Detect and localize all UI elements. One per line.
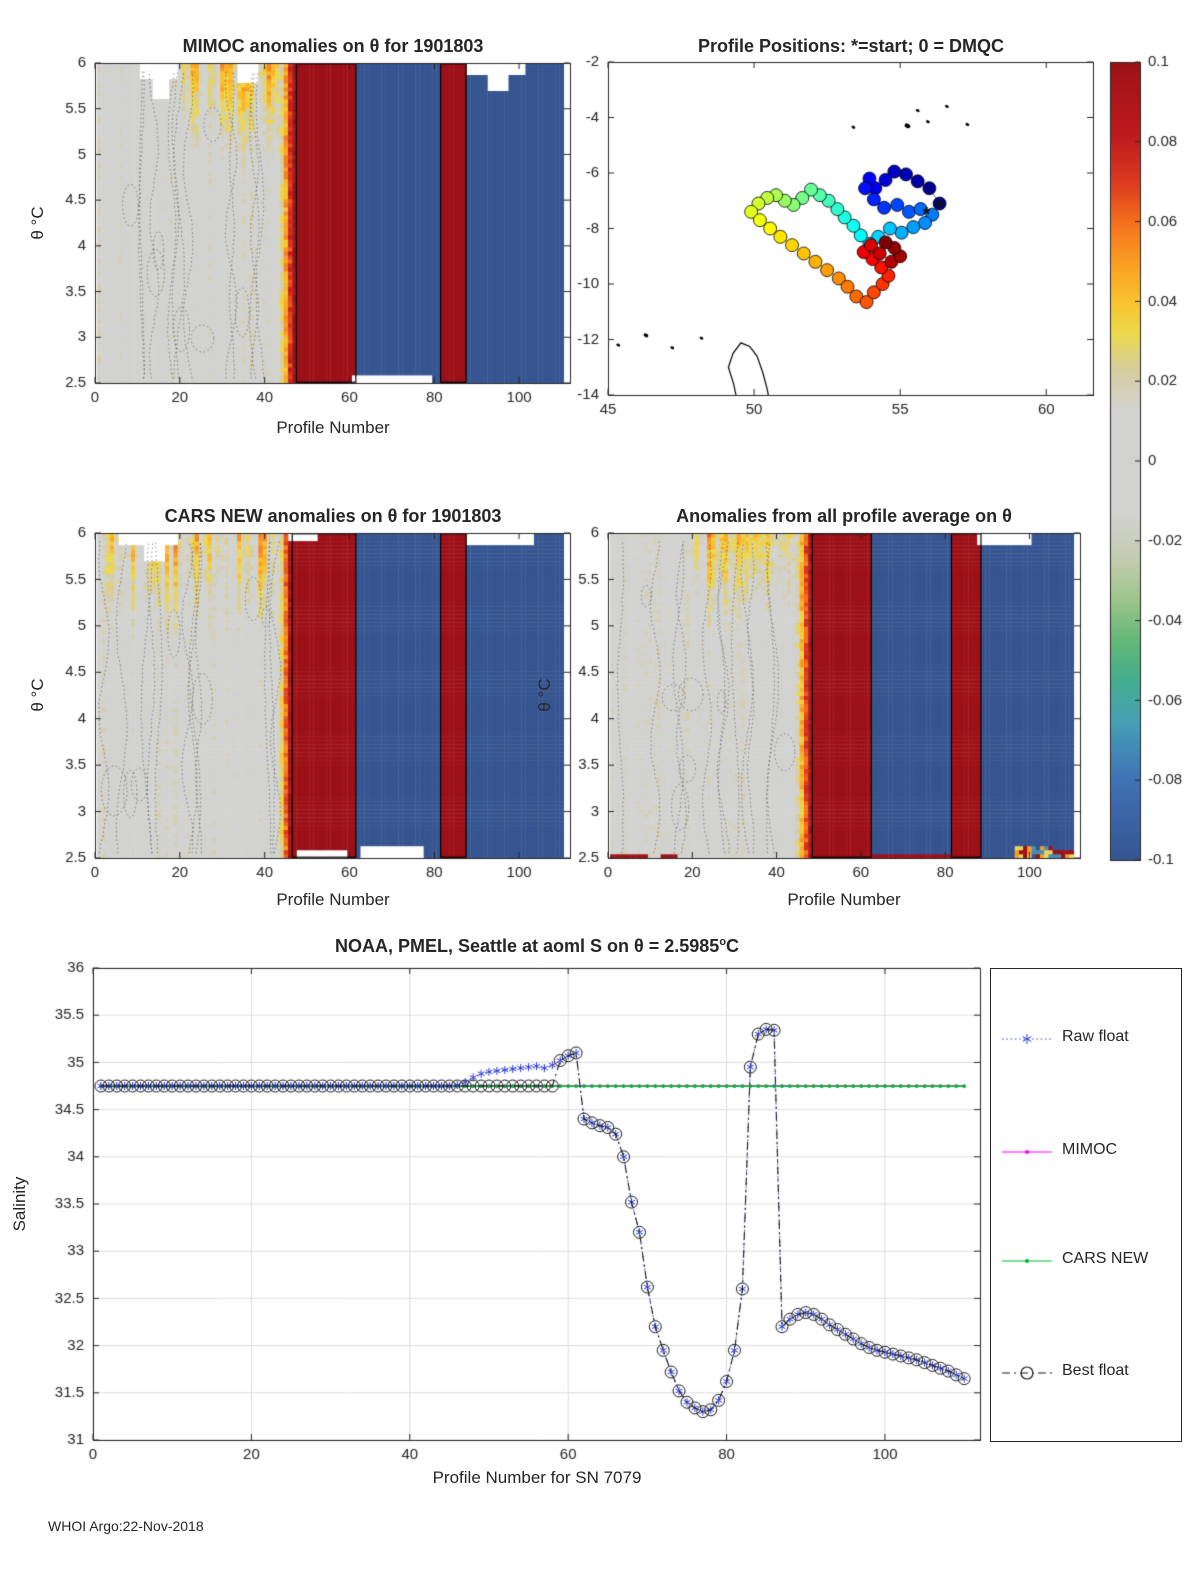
salinity-ylabel: Salinity <box>10 1176 29 1232</box>
legend-box <box>990 968 1182 1442</box>
cars-ylabel: θ °C <box>28 678 47 712</box>
salinity-title-suffix: C <box>726 936 740 956</box>
mimoc-plot-title: MIMOC anomalies on θ for 1901803 <box>182 36 484 56</box>
cars-xlabel: Profile Number <box>276 890 390 909</box>
allprofile-plot-title: Anomalies from all profile average on θ <box>676 506 1012 526</box>
salinity-title-sup: o <box>719 936 727 948</box>
salinity-plot-title: NOAA, PMEL, Seattle at aoml S on θ = 2.5… <box>335 936 739 957</box>
mimoc-ylabel: θ °C <box>28 206 47 240</box>
legend-best-float: Best float <box>1062 1362 1129 1379</box>
legend-mimoc: MIMOC <box>1062 1141 1118 1158</box>
cars-plot-title: CARS NEW anomalies on θ for 1901803 <box>164 506 502 526</box>
mimoc-xlabel: Profile Number <box>276 418 390 437</box>
map-plot-title: Profile Positions: *=start; 0 = DMQC <box>697 36 1005 56</box>
salinity-title-main: NOAA, PMEL, Seattle at aoml S on θ = 2.5… <box>334 936 720 956</box>
footer-timestamp: WHOI Argo:22-Nov-2018 <box>48 1518 204 1534</box>
allprofile-ylabel: θ °C <box>535 678 554 712</box>
salinity-xlabel: Profile Number for SN 7079 <box>432 1468 642 1487</box>
legend-cars-new: CARS NEW <box>1062 1250 1149 1267</box>
legend-raw-float: Raw float <box>1062 1028 1129 1045</box>
allprofile-xlabel: Profile Number <box>787 890 901 909</box>
